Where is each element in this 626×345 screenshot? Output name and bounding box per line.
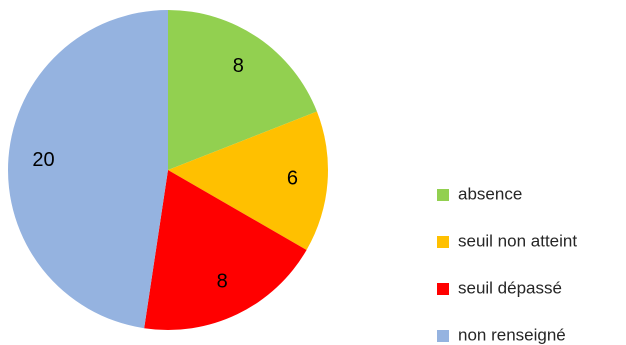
legend-label-non-renseigne: non renseigné — [458, 325, 566, 344]
pie-slice-non-renseigne — [7, 10, 168, 329]
data-label-seuil-non-atteint: 6 — [287, 168, 298, 190]
legend-item-seuil-depasse: seuil dépassé — [437, 278, 562, 297]
legend-swatch-absence — [437, 189, 449, 201]
legend-item-non-renseigne: non renseigné — [437, 325, 566, 344]
pie-slice-seuil-non-atteint — [168, 111, 328, 250]
pie-slices — [7, 10, 328, 330]
data-label-non-renseigne: 20 — [32, 149, 54, 171]
legend-item-seuil-non-atteint: seuil non atteint — [437, 231, 577, 250]
legend-swatch-seuil-non-atteint — [437, 236, 449, 248]
legend: absence seuil non atteint seuil dépassé non… — [437, 184, 577, 344]
legend-item-absence: absence — [437, 184, 522, 203]
legend-swatch-non-renseigne — [437, 330, 449, 342]
data-label-absence: 8 — [233, 55, 244, 77]
legend-swatch-seuil-depasse — [437, 283, 449, 295]
data-label-seuil-depasse: 8 — [217, 271, 228, 293]
legend-label-seuil-non-atteint: seuil non atteint — [458, 231, 577, 250]
legend-label-seuil-depasse: seuil dépassé — [458, 278, 562, 297]
legend-label-absence: absence — [458, 184, 522, 203]
pie-slice-seuil-depasse — [144, 170, 307, 330]
pie-data-labels: 8 6 8 20 — [32, 55, 298, 293]
pie-slice-absence — [168, 10, 317, 170]
